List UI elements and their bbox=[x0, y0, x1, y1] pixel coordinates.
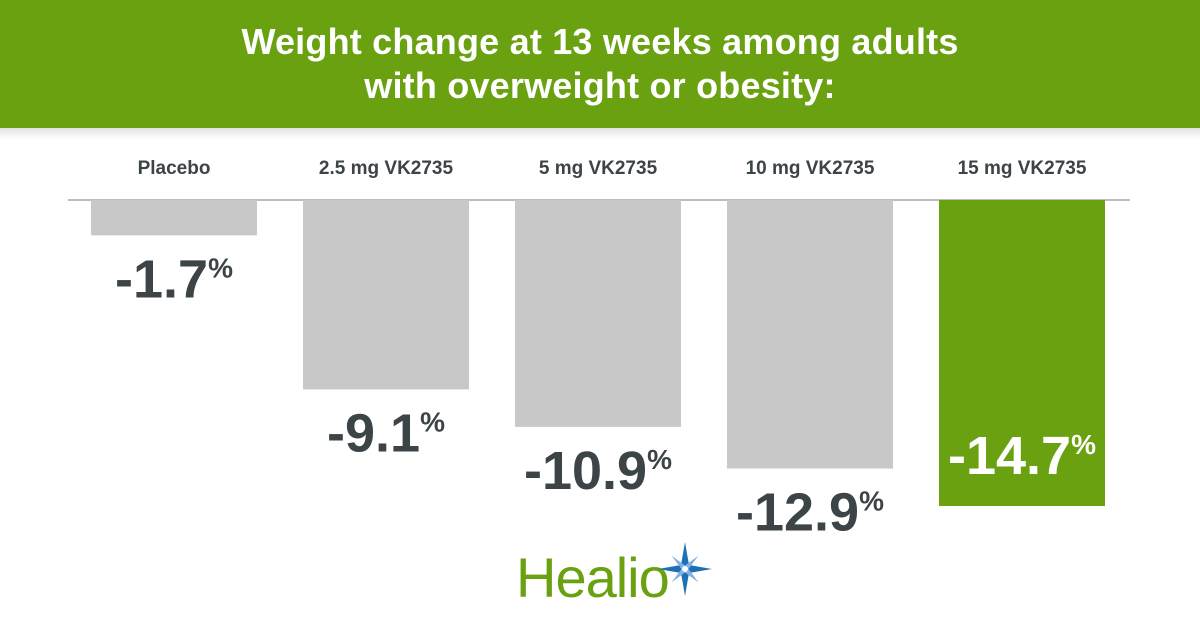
bar bbox=[91, 200, 257, 236]
bar bbox=[515, 200, 681, 427]
category-label: 5 mg VK2735 bbox=[539, 158, 658, 179]
header-shadow bbox=[0, 128, 1200, 140]
value-label: -12.9% bbox=[736, 483, 884, 540]
bars bbox=[91, 200, 1105, 506]
chart-title: Weight change at 13 weeks among adults w… bbox=[0, 20, 1200, 108]
category-label: 15 mg VK2735 bbox=[958, 158, 1087, 179]
chart-title-line-2: with overweight or obesity: bbox=[364, 65, 836, 106]
bar bbox=[727, 200, 893, 469]
value-label: -14.7% bbox=[948, 426, 1096, 486]
category-label: Placebo bbox=[138, 158, 211, 179]
star-icon bbox=[658, 542, 712, 596]
bar bbox=[939, 200, 1105, 506]
category-labels: Placebo 2.5 mg VK2735 5 mg VK2735 10 mg VK2… bbox=[138, 158, 1087, 179]
value-labels: -1.7% -9.1% -10.9% -12.9% -14.7% bbox=[115, 249, 1096, 540]
bar bbox=[303, 200, 469, 390]
header-banner: Weight change at 13 weeks among adults w… bbox=[0, 0, 1200, 128]
value-label: -10.9% bbox=[524, 441, 672, 501]
value-label: -1.7% bbox=[115, 249, 233, 309]
logo-text: Healio bbox=[516, 546, 670, 609]
category-label: 2.5 mg VK2735 bbox=[319, 158, 454, 179]
healio-logo: Healio bbox=[516, 540, 716, 610]
category-label: 10 mg VK2735 bbox=[746, 158, 875, 179]
bar-chart: Placebo 2.5 mg VK2735 5 mg VK2735 10 mg VK2… bbox=[68, 158, 1130, 540]
chart-title-line-1: Weight change at 13 weeks among adults bbox=[241, 21, 959, 62]
value-label: -9.1% bbox=[327, 403, 445, 463]
